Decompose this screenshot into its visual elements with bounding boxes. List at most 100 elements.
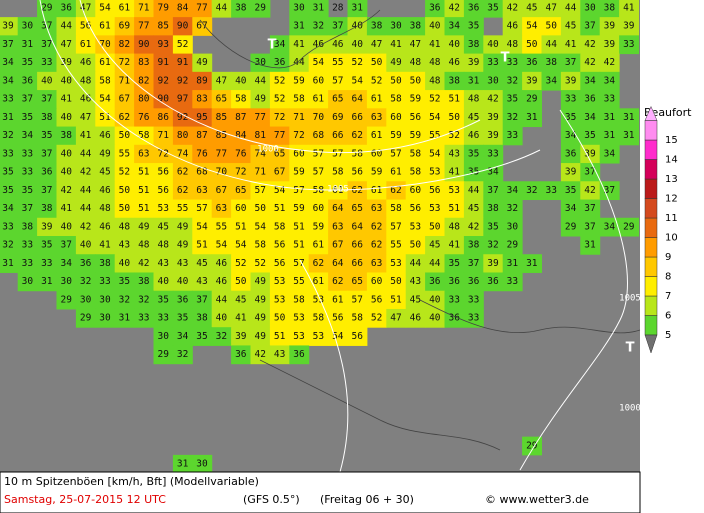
wind-value: 40 [119, 258, 131, 269]
isobar-label: 1005 [619, 294, 641, 304]
wind-cell [153, 126, 174, 146]
wind-cell [444, 35, 465, 55]
wind-cell [328, 181, 348, 201]
wind-cell [269, 236, 290, 255]
wind-value: 39 [623, 21, 635, 32]
wind-cell [444, 108, 465, 128]
wind-value: 44 [80, 203, 92, 214]
wind-value: 31 [313, 3, 325, 14]
wind-value: 44 [216, 3, 228, 14]
wind-value: 31 [526, 258, 538, 269]
wind-cell [405, 272, 426, 292]
wind-cell [425, 217, 445, 237]
wind-value: 65 [332, 94, 343, 105]
wind-cell [386, 35, 407, 55]
wind-cell [386, 53, 407, 73]
wind-value: 87 [196, 130, 207, 141]
wind-cell [211, 199, 232, 219]
wind-cell [541, 17, 562, 36]
wind-value: 42 [487, 94, 498, 105]
wind-cell [0, 236, 19, 255]
wind-cell [425, 53, 445, 73]
wind-value: 38 [60, 130, 72, 141]
wind-value: 33 [468, 294, 479, 305]
wind-cell [580, 217, 601, 237]
wind-cell [134, 163, 154, 182]
wind-value: 35 [584, 130, 595, 141]
legend-arrow-top [644, 105, 658, 121]
wind-value: 35 [2, 185, 13, 196]
wind-value: 46 [99, 185, 111, 196]
wind-cell [463, 0, 484, 18]
wind-cell [153, 199, 174, 219]
wind-value: 72 [235, 167, 246, 178]
wind-cell [250, 199, 271, 219]
wind-value: 32 [119, 294, 130, 305]
wind-value: 31 [604, 130, 616, 141]
wind-value: 30 [80, 294, 92, 305]
wind-cell [250, 272, 271, 292]
wind-value: 57 [332, 75, 343, 86]
wind-cell [17, 163, 38, 182]
wind-cell [347, 254, 368, 273]
wind-value: 57 [293, 185, 304, 196]
wind-value: 76 [235, 148, 247, 159]
wind-value: 82 [119, 39, 130, 50]
wind-value: 62 [177, 167, 188, 178]
wind-value: 54 [99, 3, 111, 14]
wind-cell [386, 272, 407, 292]
wind-cell [231, 345, 251, 365]
wind-cell [231, 163, 251, 182]
wind-cell [134, 254, 154, 273]
wind-value: 36 [429, 3, 441, 14]
wind-value: 38 [545, 57, 557, 68]
wind-value: 41 [429, 39, 441, 50]
wind-value: 51 [138, 185, 150, 196]
wind-value: 38 [196, 313, 208, 324]
wind-value: 34 [2, 203, 14, 214]
wind-cell [114, 254, 135, 273]
legend-label: 12 [665, 194, 678, 205]
wind-value: 74 [177, 148, 189, 159]
wind-value: 62 [351, 185, 362, 196]
wind-value: 48 [99, 203, 111, 214]
wind-cell [192, 217, 213, 237]
wind-value: 70 [216, 167, 228, 178]
isobar-lines [39, 0, 628, 473]
wind-cell [444, 17, 465, 36]
footer-title: 10 m Spitzenböen [km/h, Bft] (Modellvari… [4, 475, 259, 488]
wind-value: 47 [216, 75, 227, 86]
wind-cell [56, 0, 77, 18]
wind-cell [308, 308, 329, 328]
wind-value: 52 [448, 130, 459, 141]
wind-cell [231, 181, 251, 201]
wind-value: 54 [274, 185, 286, 196]
wind-cell [37, 53, 57, 73]
wind-cell [172, 163, 193, 182]
wind-value: 36 [526, 57, 538, 68]
wind-cell [153, 144, 174, 164]
wind-cell [269, 144, 290, 164]
wind-value: 32 [526, 185, 537, 196]
wind-value: 31 [526, 112, 538, 123]
wind-cell [0, 181, 19, 201]
wind-value: 37 [2, 39, 13, 50]
wind-cell [347, 35, 368, 55]
wind-value: 36 [468, 3, 480, 14]
wind-value: 52 [371, 75, 382, 86]
wind-cell [231, 254, 251, 273]
wind-value: 52 [274, 94, 285, 105]
wind-value: 57 [254, 185, 265, 196]
wind-cell [153, 163, 174, 182]
wind-cell [56, 217, 77, 237]
wind-value: 51 [390, 294, 402, 305]
wind-value: 54 [332, 331, 344, 342]
wind-cell [308, 290, 329, 310]
wind-value: 43 [177, 258, 188, 269]
wind-value: 56 [351, 167, 363, 178]
wind-value: 54 [196, 221, 208, 232]
wind-value: 30 [99, 294, 111, 305]
wind-cell [37, 272, 57, 292]
wind-value: 47 [371, 39, 382, 50]
wind-cell [599, 126, 620, 146]
